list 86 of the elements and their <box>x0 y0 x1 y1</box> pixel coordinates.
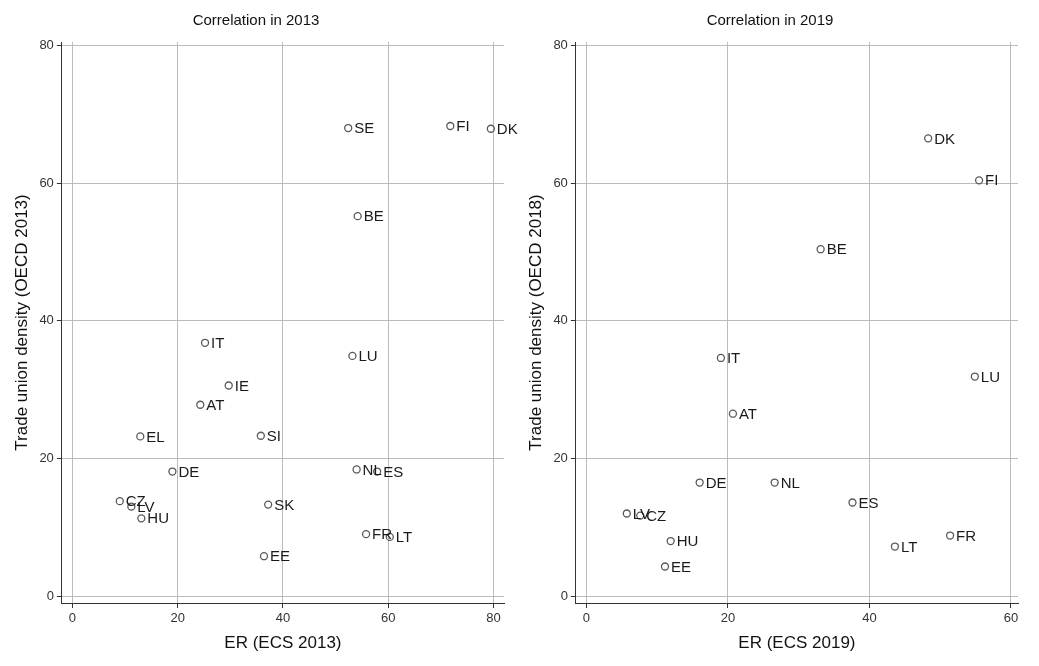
annotation: IT <box>211 333 225 351</box>
y-tick-label: 60 <box>39 174 54 190</box>
annotation: DK <box>934 129 955 147</box>
x-tick-label: 40 <box>275 610 291 626</box>
point <box>168 467 177 476</box>
point <box>352 465 361 474</box>
annotation: NL <box>780 473 800 491</box>
x-axis-title: ER (ECS 2019) <box>738 633 856 653</box>
annotation: FR <box>372 525 393 543</box>
annotation: IT <box>726 349 741 367</box>
annotation: SE <box>354 119 375 137</box>
point <box>945 531 955 540</box>
x-tick-label: 0 <box>582 610 591 626</box>
annotation: DE <box>705 473 727 491</box>
point <box>974 176 984 185</box>
point <box>770 478 779 487</box>
y-tick-label: 40 <box>39 312 54 328</box>
point <box>924 134 933 143</box>
point <box>446 121 455 131</box>
annotation: LU <box>358 347 378 365</box>
point <box>136 432 145 441</box>
x-axis-title: ER (ECS 2013) <box>224 633 342 653</box>
annotation: FI <box>456 117 470 135</box>
annotation: LU <box>980 367 1001 385</box>
annotation: IE <box>234 376 249 394</box>
point <box>259 552 269 561</box>
point <box>622 509 631 518</box>
annotation: BE <box>826 240 847 258</box>
annotation: AT <box>206 395 225 413</box>
annotation: DK <box>496 119 518 137</box>
point <box>361 530 371 539</box>
annotation: EL <box>146 427 165 445</box>
chart-title: Correlation in 2019 <box>706 11 834 29</box>
point <box>970 372 979 381</box>
point <box>816 245 825 254</box>
point <box>115 496 124 506</box>
point <box>486 124 495 133</box>
annotation: EE <box>671 557 692 575</box>
point <box>348 351 357 361</box>
point <box>196 400 205 409</box>
y-tick-label: 20 <box>553 450 568 466</box>
annotation: FR <box>956 526 977 544</box>
x-tick-label: 60 <box>380 610 396 626</box>
annotation: LT <box>395 528 413 546</box>
x-tick-label: 20 <box>170 610 185 626</box>
annotation: ES <box>383 462 404 480</box>
x-tick-label: 20 <box>720 610 736 626</box>
annotation: ES <box>858 493 879 511</box>
annotation: NL <box>362 460 382 478</box>
point <box>666 536 675 546</box>
y-tick-label: 80 <box>553 37 568 53</box>
y-tick-label: 0 <box>560 587 568 603</box>
point <box>200 338 210 347</box>
point <box>890 542 900 551</box>
point <box>256 431 265 440</box>
annotation: HU <box>676 532 699 550</box>
point <box>224 381 233 390</box>
x-tick-label: 0 <box>68 610 76 626</box>
x-tick-label: 80 <box>486 610 501 626</box>
annotation: DE <box>178 462 200 480</box>
point <box>728 409 738 418</box>
x-tick-label: 40 <box>862 610 877 626</box>
point <box>848 498 857 507</box>
y-tick-label: 40 <box>553 312 568 328</box>
y-tick-label: 0 <box>46 587 54 603</box>
x-tick-label: 60 <box>1003 610 1019 626</box>
annotation: AT <box>738 404 757 422</box>
annotation: EE <box>269 547 290 565</box>
point <box>716 353 726 363</box>
y-tick-label: 60 <box>553 174 568 190</box>
point <box>660 562 670 571</box>
annotation: LT <box>900 537 918 555</box>
annotation: BE <box>363 207 384 225</box>
point <box>344 123 353 133</box>
y-tick-label: 80 <box>39 37 54 53</box>
point <box>695 478 704 487</box>
point <box>137 514 146 523</box>
annotation: SI <box>266 426 282 444</box>
annotation: FI <box>985 171 999 189</box>
point <box>264 500 273 509</box>
y-axis-title: Trade union density (OECD 2018) <box>525 194 545 451</box>
y-tick-label: 20 <box>39 450 54 466</box>
y-axis-title: Trade union density (OECD 2013) <box>11 194 31 451</box>
chart-title: Correlation in 2013 <box>192 11 320 29</box>
point <box>353 212 362 221</box>
annotation: SK <box>274 495 295 513</box>
